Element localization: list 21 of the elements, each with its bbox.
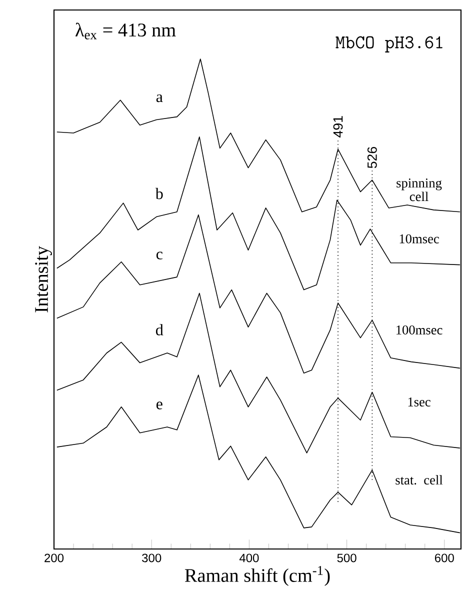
ref-line-label: 526 (367, 146, 377, 168)
x-axis-title: Raman shift (cm$^{-1}$) (184, 566, 330, 586)
series-label: d (156, 324, 164, 336)
x-tick-label: 200 (44, 554, 64, 562)
series-label: c (156, 252, 162, 260)
annotation: 1sec (408, 398, 430, 406)
x-tick-label: 600 (434, 554, 454, 562)
annotation: stat. cell (396, 475, 443, 485)
x-tick-label: 300 (142, 554, 162, 562)
text: MbCO pH3.61 (336, 36, 442, 52)
x-tick-label: 500 (337, 554, 356, 562)
annotation: 10msec (400, 234, 439, 244)
y-axis-title: Intensity (35, 246, 52, 312)
annotation: 100msec (396, 325, 442, 334)
series-label: e (156, 402, 162, 410)
text: λ$_{ex}$ = 413 nm (75, 22, 176, 40)
ref-line-label: 491 (333, 116, 343, 138)
series-label: b (155, 188, 163, 200)
x-tick-label: 400 (239, 554, 259, 562)
series-label: a (156, 94, 163, 102)
annotation: spinning cell (396, 178, 442, 202)
